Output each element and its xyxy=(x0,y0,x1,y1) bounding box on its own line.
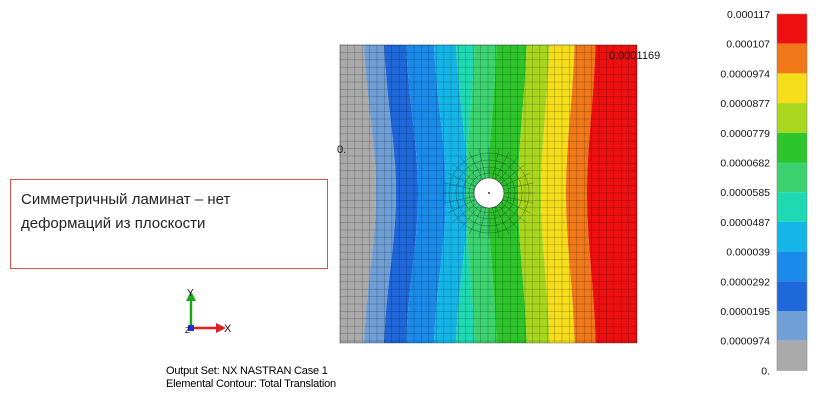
z-axis-marker-icon xyxy=(188,325,194,331)
contour-band xyxy=(340,45,376,343)
legend-swatch xyxy=(777,221,807,252)
legend-label: 0.0000487 xyxy=(720,217,770,229)
legend-label: 0.0000292 xyxy=(720,276,770,288)
annotation-box: Симметричный ламинат – нет деформаций из… xyxy=(10,179,328,269)
annotation-line-2: деформаций из плоскости xyxy=(21,215,206,232)
legend-swatch xyxy=(777,103,807,133)
contour-band xyxy=(488,45,527,343)
axis-triad: Y X Z xyxy=(185,288,232,335)
legend-swatch xyxy=(777,311,807,341)
z-axis-label: Z xyxy=(185,326,190,335)
legend-swatch xyxy=(777,162,807,193)
output-set-label: Output Set: NX NASTRAN Case 1 xyxy=(166,365,328,377)
x-axis-arrow-icon xyxy=(216,323,226,333)
legend-label: 0. xyxy=(761,365,770,377)
output-info: Output Set: NX NASTRAN Case 1 Elemental … xyxy=(166,365,336,391)
legend-label: 0.0000779 xyxy=(720,128,770,140)
x-axis-label: X xyxy=(224,323,232,335)
contour-band xyxy=(363,45,396,343)
contour-band xyxy=(433,45,468,343)
annotation-line-1: Симметричный ламинат – нет xyxy=(21,191,231,208)
hole-center-marker xyxy=(488,192,490,194)
legend-label: 0.000117 xyxy=(727,9,770,21)
contour-band xyxy=(455,45,475,343)
legend-frame xyxy=(776,13,808,371)
hole-mesh-lines xyxy=(443,147,535,239)
legend-swatch xyxy=(777,43,807,74)
y-axis-label: Y xyxy=(187,288,194,299)
legend-label: 0.0000195 xyxy=(720,306,770,318)
contour-type-label: Elemental Contour: Total Translation xyxy=(166,378,336,390)
legend-label: 0.0000974 xyxy=(720,336,770,348)
min-value-label: 0. xyxy=(337,144,346,156)
y-axis-arrow-icon xyxy=(186,291,196,301)
contour-band xyxy=(405,45,446,343)
legend-label: 0.000039 xyxy=(726,247,770,259)
contour-band xyxy=(518,45,550,343)
legend-swatch xyxy=(777,132,807,163)
contour-plate xyxy=(340,45,637,343)
plate-border xyxy=(339,44,638,344)
legend-swatch xyxy=(777,192,807,222)
contour-band xyxy=(566,45,596,343)
legend-swatch xyxy=(777,340,807,371)
legend-swatch xyxy=(777,73,807,104)
contour-band xyxy=(541,45,575,343)
contour-band xyxy=(587,45,637,343)
color-legend xyxy=(776,13,808,371)
legend-swatch xyxy=(777,281,807,311)
legend-label: 0.0000682 xyxy=(720,158,770,170)
legend-label: 0.0000974 xyxy=(720,68,770,80)
legend-label: 0.0000877 xyxy=(720,98,770,110)
contour-band xyxy=(383,45,418,343)
max-value-label: 0.0001169 xyxy=(609,50,660,62)
legend-label: 0.0000585 xyxy=(720,187,770,199)
legend-swatch xyxy=(777,14,807,44)
legend-label: 0.000107 xyxy=(726,39,770,51)
legend-swatch xyxy=(777,251,807,282)
hole-mesh xyxy=(443,147,535,239)
legend-labels: 0.000117 0.000107 0.0000974 0.0000877 0.0000… xyxy=(720,9,770,377)
